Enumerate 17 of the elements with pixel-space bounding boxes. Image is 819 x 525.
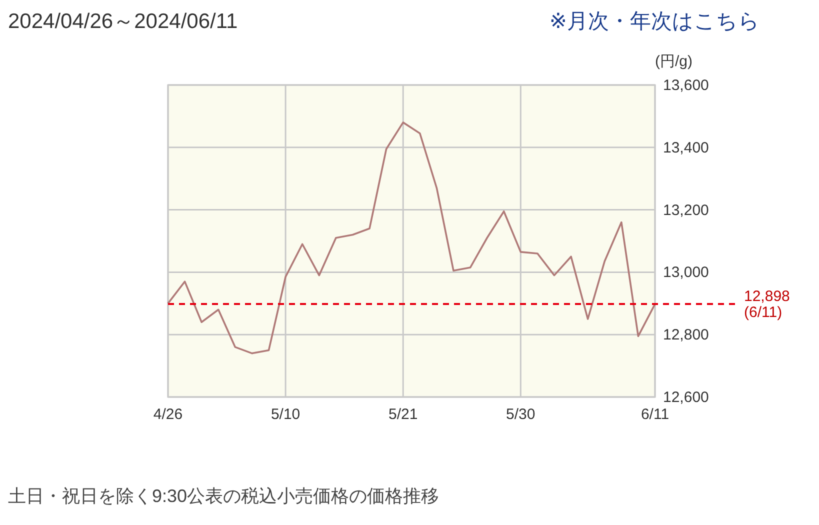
y-axis-title: (円/g) [655, 53, 693, 70]
line-series [167, 122, 656, 354]
x-tick-label: 5/30 [506, 406, 536, 423]
text: 土日・祝日を除く9:30公表の税込小売価格の価格推移 [8, 486, 440, 506]
x-tick-label: 4/26 [153, 406, 183, 423]
text: ※月次・年次はこちら [549, 10, 760, 33]
x-tick-label: 5/21 [388, 406, 418, 423]
y-tick-label: 13,600 [663, 77, 709, 94]
x-tick-label: 5/10 [270, 406, 300, 423]
y-tick-label: 12,600 [663, 389, 709, 406]
x-tick-label: 6/11 [640, 406, 670, 423]
y-tick-label: 13,400 [663, 139, 709, 156]
y-tick-label: 13,000 [663, 264, 709, 282]
y-tick-label: 13,200 [663, 202, 709, 219]
y-tick-label: 12,800 [663, 326, 709, 344]
chart-title: 2024/04/26～2024/06/11 [8, 10, 238, 33]
ref-line-label: 12,898 (6/11) [744, 288, 790, 322]
